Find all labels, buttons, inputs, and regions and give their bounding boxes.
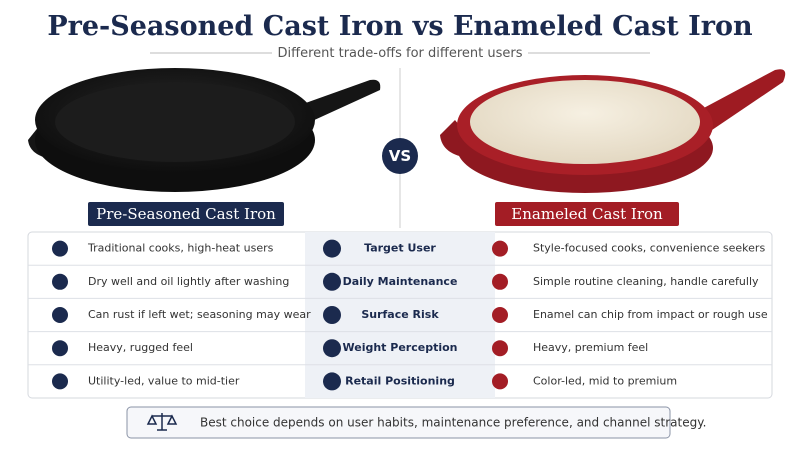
left-icon bbox=[52, 240, 68, 257]
enameled-pan bbox=[440, 69, 786, 193]
right-cell: Style-focused cooks, convenience seekers bbox=[533, 242, 765, 255]
right-label: Enameled Cast Iron bbox=[511, 205, 663, 223]
vs-badge bbox=[382, 138, 418, 174]
center-cell: Weight Perception bbox=[343, 341, 458, 354]
scale-icon bbox=[146, 413, 178, 431]
right-cell: Color-led, mid to premium bbox=[533, 374, 677, 387]
cast-iron-pan bbox=[28, 68, 381, 192]
left-icon bbox=[52, 273, 68, 290]
left-icon bbox=[52, 307, 68, 323]
center-cell: Target User bbox=[364, 242, 436, 255]
left-cell: Traditional cooks, high-heat users bbox=[87, 242, 274, 255]
right-icon bbox=[492, 240, 508, 257]
center-cell: Retail Positioning bbox=[345, 374, 455, 387]
center-icon bbox=[323, 272, 341, 291]
right-icon bbox=[492, 273, 508, 290]
left-icon bbox=[52, 373, 68, 390]
center-icon bbox=[323, 339, 341, 358]
right-cell: Simple routine cleaning, handle carefull… bbox=[533, 275, 759, 288]
right-cell: Enamel can chip from impact or rough use bbox=[533, 308, 768, 321]
center-cell: Daily Maintenance bbox=[343, 275, 458, 288]
left-cell: Heavy, rugged feel bbox=[88, 341, 193, 354]
left-cell: Can rust if left wet; seasoning may wear bbox=[88, 308, 311, 321]
center-icon bbox=[323, 239, 341, 258]
left-label: Pre-Seasoned Cast Iron bbox=[96, 205, 276, 223]
left-label-box bbox=[88, 202, 284, 226]
subtitle: Different trade-offs for different users bbox=[278, 46, 523, 61]
center-icon bbox=[323, 306, 341, 324]
right-icon bbox=[492, 307, 508, 323]
right-icon bbox=[492, 373, 508, 390]
right-icon bbox=[492, 340, 508, 357]
left-cell: Dry well and oil lightly after washing bbox=[88, 275, 289, 288]
footer-box bbox=[126, 406, 671, 439]
center-icon bbox=[323, 372, 341, 391]
title: Pre-Seasoned Cast Iron vs Enameled Cast … bbox=[47, 11, 753, 42]
right-label-box bbox=[495, 202, 679, 226]
left-icon bbox=[52, 340, 68, 357]
center-cell: Surface Risk bbox=[361, 308, 439, 321]
left-cell: Utility-led, value to mid-tier bbox=[88, 374, 240, 387]
vs-text: VS bbox=[389, 147, 411, 165]
right-cell: Heavy, premium feel bbox=[533, 341, 648, 354]
footer: Best choice depends on user habits, main… bbox=[200, 416, 706, 430]
